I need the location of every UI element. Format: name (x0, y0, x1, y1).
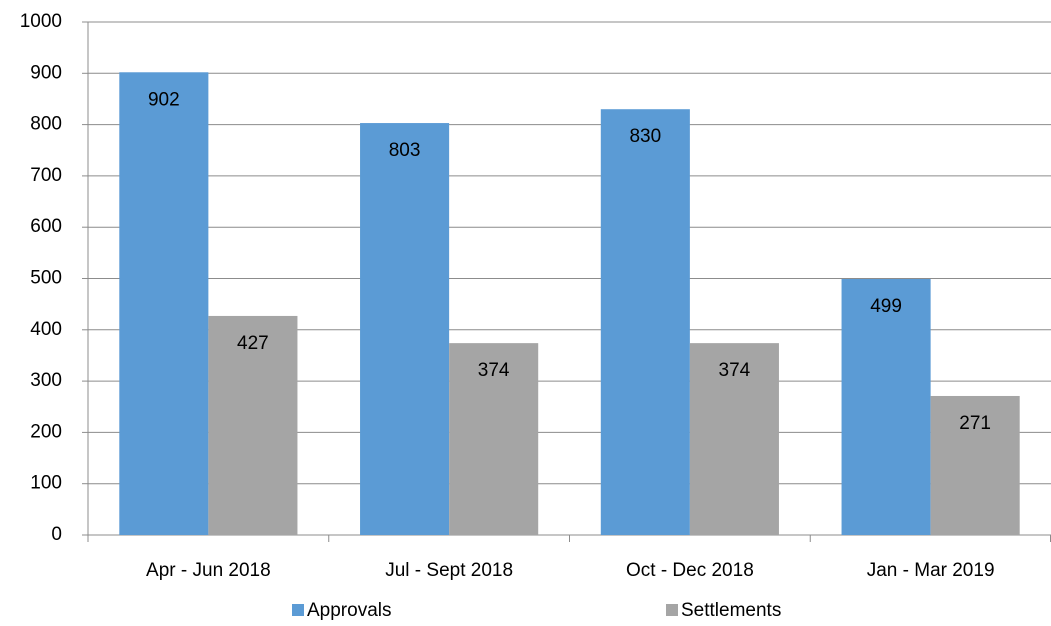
y-tick-label: 300 (30, 370, 62, 391)
y-tick-label: 700 (30, 165, 62, 186)
data-label: 830 (629, 126, 661, 147)
bar (360, 123, 450, 535)
bar (449, 343, 539, 535)
bar (930, 395, 1020, 535)
legend-swatch (666, 604, 678, 616)
data-label: 803 (389, 140, 421, 161)
data-label: 902 (148, 89, 180, 110)
bar (119, 72, 209, 536)
y-tick-label: 100 (30, 473, 62, 494)
bar (841, 279, 931, 535)
bar (208, 315, 298, 535)
x-tick-label: Apr - Jun 2018 (146, 560, 271, 581)
y-tick-label: 500 (30, 268, 62, 289)
y-tick-label: 900 (30, 62, 62, 83)
legend-label: Settlements (681, 600, 781, 621)
legend-swatch (292, 604, 304, 616)
y-tick-label: 600 (30, 216, 62, 237)
data-label: 499 (870, 296, 902, 317)
legend-label: Approvals (307, 600, 392, 621)
x-tick-label: Jan - Mar 2019 (867, 560, 995, 581)
data-label: 427 (237, 333, 269, 354)
y-tick-label: 400 (30, 319, 62, 340)
x-tick-label: Jul - Sept 2018 (385, 560, 513, 581)
bar (600, 109, 690, 536)
x-tick-label: Oct - Dec 2018 (626, 560, 754, 581)
y-tick-label: 1000 (20, 11, 62, 32)
y-tick-label: 200 (30, 421, 62, 442)
data-label: 271 (959, 413, 991, 434)
data-label: 374 (719, 360, 751, 381)
y-tick-label: 800 (30, 114, 62, 135)
bar (689, 343, 779, 535)
data-label: 374 (478, 360, 510, 381)
y-tick-label: 0 (51, 524, 62, 545)
